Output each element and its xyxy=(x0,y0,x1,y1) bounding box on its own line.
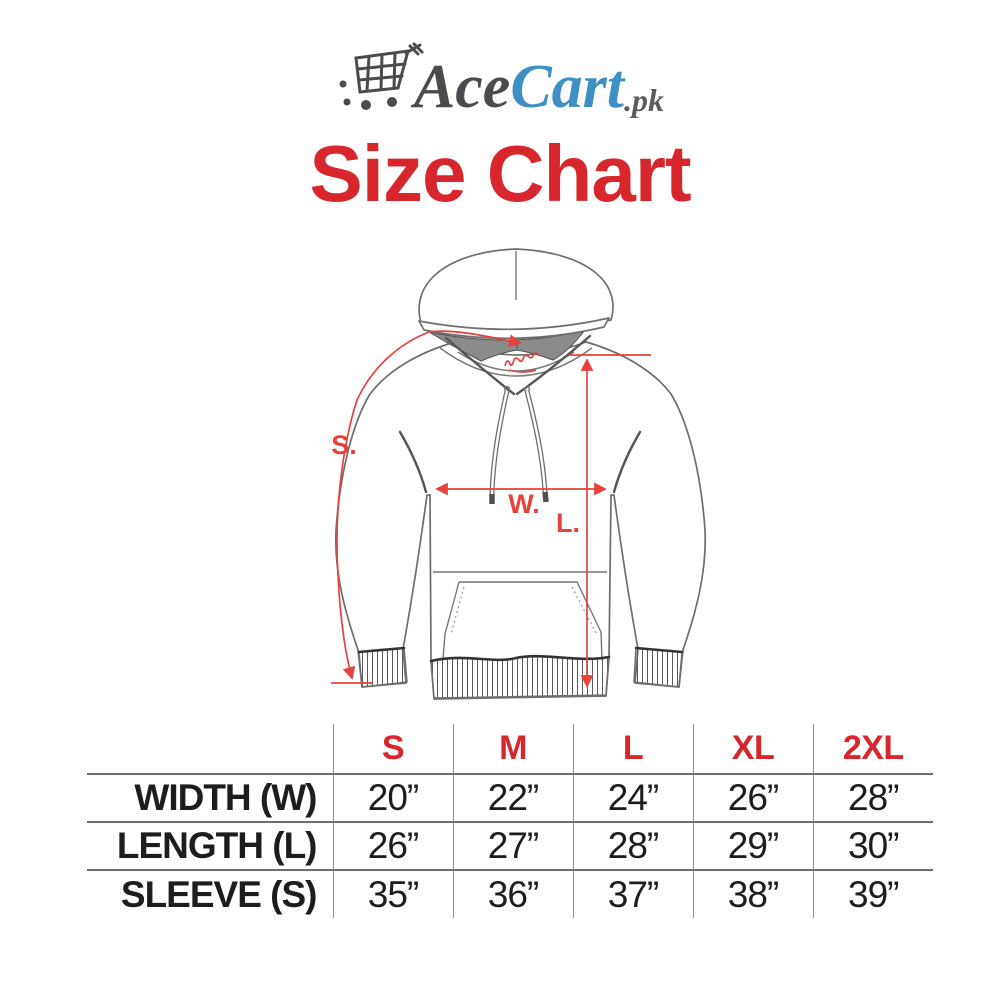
size-table-row: SLEEVE (S) 35” 36” 37” 38” 39” xyxy=(87,870,933,918)
size-table: S M L XL 2XL WIDTH (W) 20” 22” 24” 26” 28” LENGTH … xyxy=(87,724,933,918)
hood-drape-right xyxy=(515,334,592,396)
brand-domain-suffix: .pk xyxy=(624,82,665,118)
right-armpit-seam xyxy=(612,430,642,494)
measurement-value-cell: 39” xyxy=(848,873,899,915)
size-table-head-row: S M L XL 2XL xyxy=(87,724,933,775)
measurement-value-cell: 28” xyxy=(813,774,933,823)
size-column-header-xl: XL xyxy=(693,724,814,775)
shopping-cart-icon xyxy=(339,42,424,110)
ribbed-hem xyxy=(430,655,610,699)
size-table-row: LENGTH (L) 26” 27” 28” 29” 30” xyxy=(87,822,933,871)
size-table-body: WIDTH (W) 20” 22” 24” 26” 28” LENGTH (L) 26” 27”… xyxy=(87,774,933,918)
right-cuff xyxy=(633,647,683,688)
size-column-header-l: L xyxy=(573,724,694,775)
measurement-value-cell: 37” xyxy=(573,870,694,918)
sleeve-label: S. xyxy=(331,430,357,460)
measurement-value-cell: 28” xyxy=(573,822,694,871)
left-cuff xyxy=(358,647,408,688)
sleeve-measure-line xyxy=(336,330,522,680)
size-column-header-s: S xyxy=(333,724,454,775)
size-table-row: WIDTH (W) 20” 22” 24” 26” 28” xyxy=(87,774,933,823)
brand-logo: Ace Cart .pk xyxy=(0,0,1000,118)
width-label: W. xyxy=(508,489,540,519)
measurement-value-cell: 36” xyxy=(453,870,574,918)
measurement-value-cell: 20” xyxy=(333,774,454,823)
measurement-value-cell: 29” xyxy=(693,822,814,871)
page-title: Size Chart xyxy=(309,129,691,218)
hoodie-measurement-diagram: S. W. L. xyxy=(331,248,707,700)
measurement-row-label: SLEEVE (S) xyxy=(87,870,334,918)
measurement-value-cell: 24” xyxy=(573,774,694,823)
measurement-value-cell: 27” xyxy=(453,822,574,871)
brand-name-ace: Ace xyxy=(413,53,511,121)
size-column-header-m: M xyxy=(453,724,574,775)
measurement-value-cell: 26” xyxy=(693,774,814,823)
measurement-value-cell: 22” xyxy=(453,774,574,823)
measurement-annotations: S. W. L. xyxy=(331,330,651,688)
measurement-row-label: WIDTH (W) xyxy=(87,774,334,823)
hoodie-body xyxy=(334,341,707,700)
measurement-value-cell: 26” xyxy=(333,822,454,871)
brand-name-cart: Cart xyxy=(510,53,625,121)
measurement-value-cell: 30” xyxy=(813,822,933,871)
measurement-row-label: LENGTH (L) xyxy=(87,822,334,871)
length-label: L. xyxy=(556,508,580,538)
measurement-value-cell: 38” xyxy=(693,870,814,918)
size-table-corner-cell xyxy=(87,724,334,775)
measurement-value-cell: 35” xyxy=(333,870,454,918)
size-column-header-2xl: 2XL xyxy=(813,724,933,775)
